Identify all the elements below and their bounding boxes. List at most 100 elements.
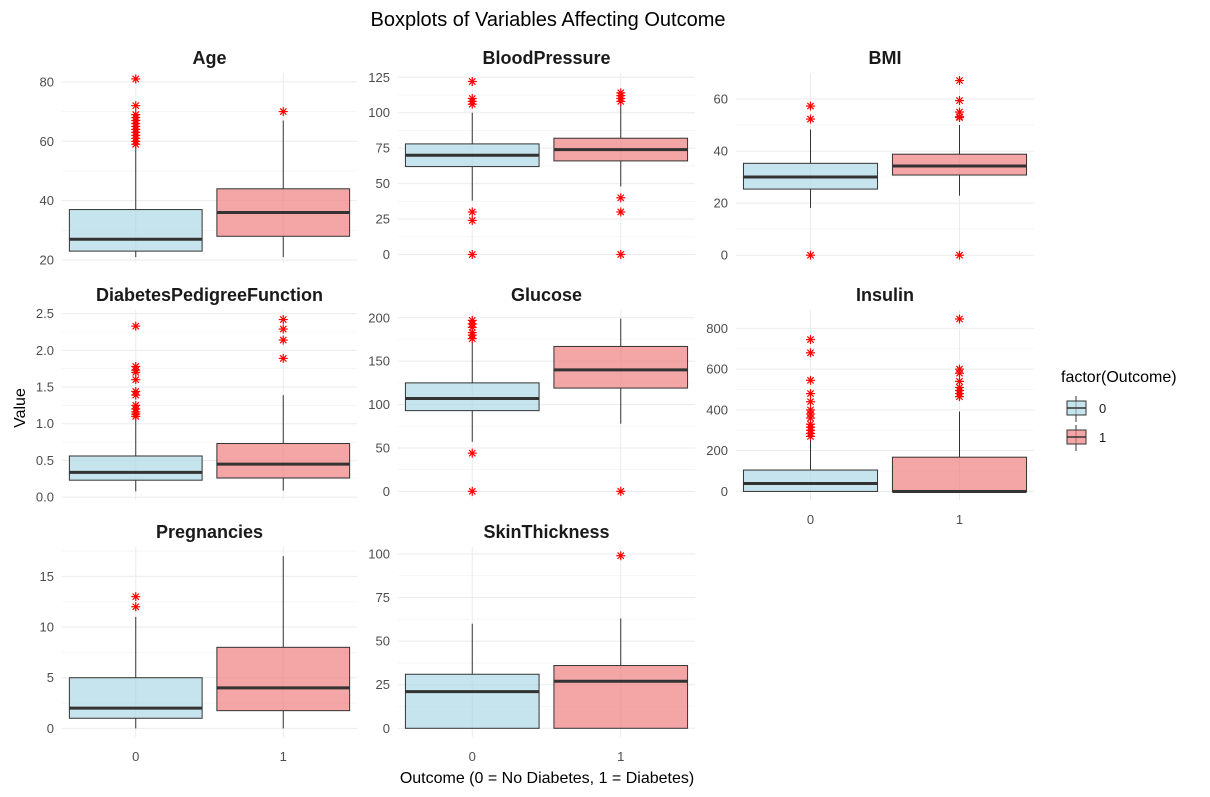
x-tick-label: 1 bbox=[280, 749, 287, 764]
outlier-stroke bbox=[806, 376, 815, 384]
box-group-outcome-1 bbox=[553, 318, 689, 496]
outlier-point bbox=[278, 324, 288, 334]
y-tick-label: 800 bbox=[706, 321, 728, 336]
outlier-point bbox=[955, 96, 964, 106]
outlier-stroke bbox=[468, 250, 476, 259]
legend-entry-0: 0 bbox=[1066, 396, 1106, 422]
box-group-outcome-1 bbox=[891, 314, 1028, 493]
y-tick-label: 125 bbox=[368, 70, 390, 85]
iqr-box bbox=[553, 665, 689, 729]
outlier-point bbox=[955, 364, 964, 374]
outlier-point bbox=[278, 353, 288, 363]
x-axis-title: Outcome (0 = No Diabetes, 1 = Diabetes) bbox=[400, 770, 694, 787]
facet-blood-pressure: 0 25 50 75 100 125 BloodPressure bbox=[368, 48, 695, 263]
outlier-point bbox=[616, 193, 626, 203]
outlier-point bbox=[467, 249, 477, 259]
y-tick-label: 25 bbox=[376, 212, 390, 227]
box-group-outcome-1 bbox=[216, 556, 351, 729]
iqr-box bbox=[68, 677, 203, 719]
y-tick-label: 0 bbox=[721, 248, 728, 263]
y-tick-label: 10 bbox=[40, 620, 54, 635]
box-group-outcome-1 bbox=[216, 107, 351, 258]
y-tick-label: 0.5 bbox=[36, 453, 54, 468]
outlier-stroke bbox=[132, 362, 140, 371]
facet-title: BMI bbox=[869, 48, 902, 68]
y-tick-label: 0.0 bbox=[36, 490, 54, 505]
y-tick-label: 80 bbox=[40, 74, 54, 89]
y-tick-label: 50 bbox=[376, 176, 390, 191]
y-tick-label: 0 bbox=[383, 484, 390, 499]
outlier-point bbox=[806, 114, 815, 124]
outlier-stroke bbox=[806, 398, 815, 406]
outlier-stroke bbox=[279, 108, 287, 116]
iqr-box bbox=[216, 646, 351, 712]
outlier-point bbox=[806, 101, 815, 111]
y-tick-label: 60 bbox=[714, 92, 728, 107]
y-tick-label: 2.5 bbox=[36, 306, 54, 321]
facet-title: BloodPressure bbox=[482, 48, 610, 68]
outlier-point bbox=[806, 348, 815, 358]
outlier-point bbox=[467, 94, 477, 104]
box-group-outcome-1 bbox=[553, 551, 689, 729]
x-tick-label: 1 bbox=[617, 749, 624, 764]
iqr-box bbox=[216, 443, 351, 479]
facet-age: 20 40 60 80 Age bbox=[40, 48, 357, 268]
legend-entry-1: 1 bbox=[1066, 425, 1106, 451]
outlier-stroke bbox=[132, 593, 140, 601]
facet-title: SkinThickness bbox=[483, 522, 609, 542]
y-tick-label: 1.5 bbox=[36, 380, 54, 395]
y-tick-label: 200 bbox=[368, 310, 390, 325]
y-tick-label: 2.0 bbox=[36, 343, 54, 358]
facet-title: Age bbox=[192, 48, 226, 68]
outlier-point bbox=[806, 335, 815, 345]
outlier-point bbox=[131, 321, 141, 331]
x-tick-label: 0 bbox=[132, 749, 139, 764]
outlier-point bbox=[616, 551, 626, 561]
y-tick-label: 60 bbox=[40, 134, 54, 149]
y-axis-title: Value bbox=[12, 388, 29, 428]
outlier-point bbox=[467, 486, 477, 496]
y-tick-label: 400 bbox=[706, 402, 728, 417]
x-tick-label: 1 bbox=[956, 512, 963, 527]
facet-title: Glucose bbox=[511, 285, 582, 305]
outlier-stroke bbox=[468, 328, 476, 337]
outlier-point bbox=[131, 592, 141, 602]
y-tick-label: 50 bbox=[376, 634, 390, 649]
outlier-point bbox=[467, 77, 477, 87]
outlier-point bbox=[955, 107, 964, 117]
y-tick-label: 20 bbox=[40, 253, 54, 268]
outlier-stroke bbox=[132, 322, 140, 330]
box-group-outcome-1 bbox=[891, 76, 1028, 260]
iqr-box bbox=[891, 456, 1028, 492]
outlier-stroke bbox=[468, 208, 476, 216]
outlier-point bbox=[806, 405, 815, 415]
y-tick-label: 25 bbox=[376, 677, 390, 692]
outlier-stroke bbox=[806, 102, 815, 110]
facet-glucose: 0 50 100 150 200 Glucose bbox=[368, 285, 695, 500]
outlier-stroke bbox=[806, 420, 815, 428]
outlier-stroke bbox=[806, 349, 815, 357]
y-tick-label: 0 bbox=[47, 721, 54, 736]
outlier-point bbox=[278, 335, 288, 345]
facet-insulin: 0 200 400 600 800 Insulin 0 1 bbox=[706, 285, 1034, 527]
iqr-box bbox=[553, 345, 689, 389]
facet-bmi: 0 20 40 60 BMI bbox=[714, 48, 1034, 263]
outlier-stroke bbox=[617, 208, 625, 216]
box-group-outcome-1 bbox=[216, 315, 351, 491]
outlier-stroke bbox=[617, 487, 625, 495]
outlier-point bbox=[616, 88, 626, 98]
outlier-stroke bbox=[617, 552, 625, 560]
y-tick-label: 40 bbox=[714, 144, 728, 159]
outlier-point bbox=[616, 207, 626, 217]
box-group-outcome-1 bbox=[553, 88, 689, 259]
outlier-point bbox=[131, 602, 141, 612]
x-tick-label: 0 bbox=[469, 749, 476, 764]
outlier-stroke bbox=[468, 94, 476, 103]
box-group-outcome-0 bbox=[404, 77, 540, 259]
outlier-stroke bbox=[955, 365, 964, 373]
facet-diabetes-pedigree-function: 0.0 0.5 1.0 1.5 2.0 2.5 DiabetesPedigreeFuncti… bbox=[36, 285, 357, 505]
iqr-box bbox=[742, 469, 879, 492]
iqr-box bbox=[404, 382, 540, 412]
facet-panels: 20406080Age0255075100125BloodPressure020… bbox=[36, 48, 1034, 764]
